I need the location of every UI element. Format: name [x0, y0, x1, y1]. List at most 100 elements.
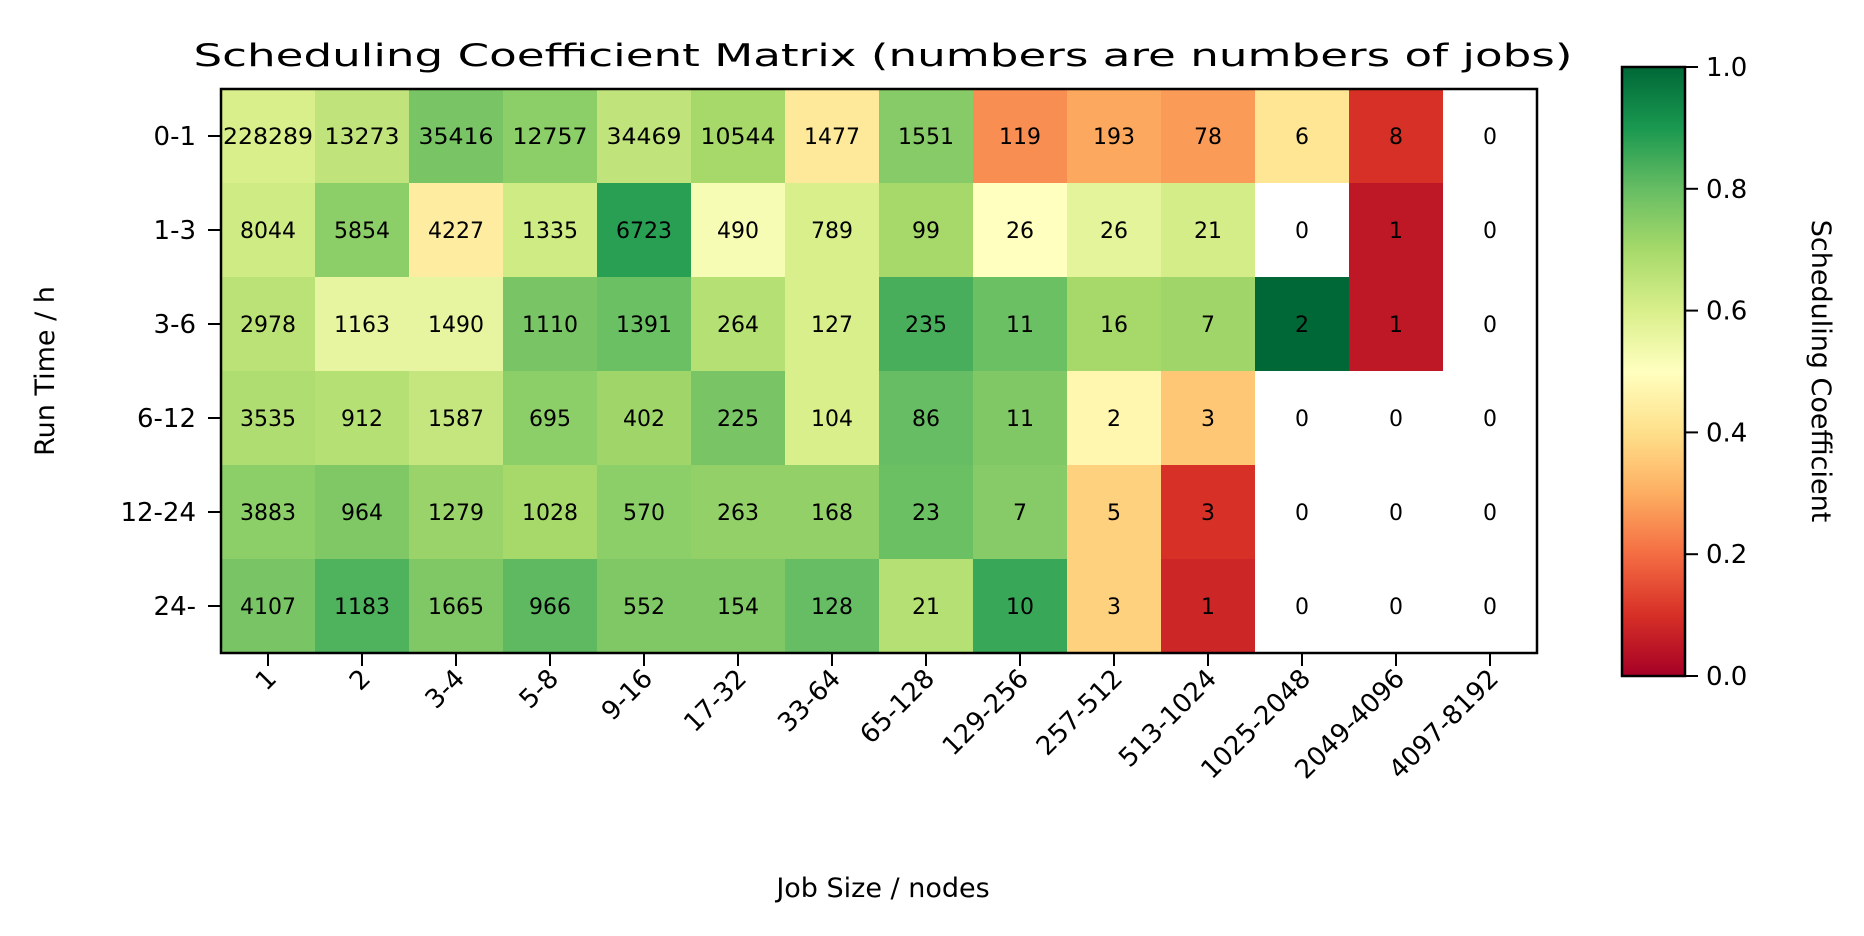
cell-count-label: 264: [717, 313, 759, 338]
heatmap-cell: [1443, 277, 1538, 372]
colorbar-label: Scheduling Coefficient: [1805, 220, 1836, 523]
heatmap-cell: [315, 183, 410, 278]
cell-count-label: 0: [1295, 501, 1309, 526]
colorbar-tick-label: 0.2: [1706, 540, 1747, 570]
cell-count-label: 86: [912, 407, 940, 432]
cell-count-label: 12757: [513, 125, 588, 150]
heatmap-cell: [879, 277, 974, 372]
heatmap-cell: [691, 465, 786, 560]
heatmap-cell: [1161, 371, 1256, 466]
cell-count-label: 695: [529, 407, 571, 432]
cell-count-label: 78: [1194, 125, 1222, 150]
cell-count-label: 7: [1201, 313, 1215, 338]
heatmap-cell: [503, 89, 598, 184]
heatmap-cell: [973, 89, 1068, 184]
cell-count-label: 127: [811, 313, 853, 338]
cell-count-label: 5: [1107, 501, 1121, 526]
heatmap-cell: [409, 183, 504, 278]
y-tick-label: 24-: [154, 592, 196, 622]
heatmap-cell: [409, 559, 504, 654]
cell-count-label: 119: [999, 125, 1041, 150]
heatmap-cell: [409, 465, 504, 560]
heatmap-cell: [1443, 371, 1538, 466]
heatmap-cell: [409, 371, 504, 466]
cell-count-label: 1391: [616, 313, 672, 338]
cell-count-label: 0: [1483, 407, 1497, 432]
cell-count-label: 0: [1483, 595, 1497, 620]
cell-count-label: 7: [1013, 501, 1027, 526]
heatmap-cell: [1067, 465, 1162, 560]
x-tick-label: 17-32: [678, 664, 753, 739]
heatmap-cell: [973, 277, 1068, 372]
heatmap-cell: [597, 559, 692, 654]
heatmap-cell: [221, 465, 316, 560]
heatmap-cell: [785, 89, 880, 184]
heatmap-cell: [1067, 559, 1162, 654]
cell-count-label: 26: [1006, 219, 1034, 244]
heatmap-cell: [1255, 465, 1350, 560]
heatmap-cell: [1443, 89, 1538, 184]
cell-count-label: 1665: [428, 595, 484, 620]
cell-count-label: 10: [1006, 595, 1034, 620]
heatmap-cell: [315, 371, 410, 466]
heatmap-cell: [597, 465, 692, 560]
cell-count-label: 0: [1389, 407, 1403, 432]
cell-count-label: 263: [717, 501, 759, 526]
heatmap-cell: [785, 559, 880, 654]
cell-count-label: 1028: [522, 501, 578, 526]
heatmap-cell: [973, 465, 1068, 560]
cell-count-label: 3: [1201, 501, 1215, 526]
cell-count-label: 1587: [428, 407, 484, 432]
cell-count-label: 0: [1389, 501, 1403, 526]
heatmap-cell: [1255, 183, 1350, 278]
colorbar-tick-label: 0.4: [1706, 418, 1747, 448]
heatmap-cell: [1161, 183, 1256, 278]
cell-count-label: 6: [1295, 125, 1309, 150]
heatmap-cell: [1349, 559, 1444, 654]
cell-count-label: 2: [1295, 313, 1309, 338]
heatmap-cell: [1067, 183, 1162, 278]
chart-title: Scheduling Coefficient Matrix (numbers a…: [194, 38, 1573, 74]
cell-count-label: 966: [529, 595, 571, 620]
heatmap-cell: [1349, 277, 1444, 372]
cell-count-label: 235: [905, 313, 947, 338]
heatmap-cell: [597, 183, 692, 278]
heatmap-cell: [597, 277, 692, 372]
heatmap-cell: [503, 559, 598, 654]
cell-count-label: 225: [717, 407, 759, 432]
y-tick-label: 6-12: [137, 404, 196, 434]
heatmap-cell: [1255, 371, 1350, 466]
cell-count-label: 23: [912, 501, 940, 526]
heatmap-cell: [879, 89, 974, 184]
colorbar-tick-label: 1.0: [1706, 53, 1747, 83]
cell-count-label: 402: [623, 407, 665, 432]
heatmap-cell: [1161, 89, 1256, 184]
heatmap-cell: [503, 183, 598, 278]
cell-count-label: 104: [811, 407, 853, 432]
cell-count-label: 35416: [419, 125, 494, 150]
heatmap-cell: [785, 277, 880, 372]
cell-count-label: 11: [1006, 313, 1034, 338]
heatmap-cell: [879, 465, 974, 560]
heatmap-cell: [221, 89, 316, 184]
colorbar: 0.0 0.2 0.4 0.6 0.8 1.0 Scheduling Coefficien…: [1620, 53, 1836, 692]
colorbar-ticks: 0.0 0.2 0.4 0.6 0.8 1.0: [1685, 53, 1747, 692]
cell-count-label: 16: [1100, 313, 1128, 338]
x-axis-label: Job Size / nodes: [774, 873, 989, 904]
heatmap-cell: [1255, 277, 1350, 372]
cell-count-label: 6723: [616, 219, 672, 244]
cell-count-label: 99: [912, 219, 940, 244]
heatmap-cell: [409, 89, 504, 184]
heatmap-cell: [691, 183, 786, 278]
cell-count-label: 1: [1389, 219, 1403, 244]
cell-count-label: 3: [1107, 595, 1121, 620]
heatmap-cell: [1255, 89, 1350, 184]
y-tick-label: 0-1: [154, 122, 196, 152]
cell-count-label: 11: [1006, 407, 1034, 432]
y-tick-label: 12-24: [120, 498, 196, 528]
heatmap-cell: [785, 371, 880, 466]
cell-count-label: 128: [811, 595, 853, 620]
cell-count-label: 154: [717, 595, 759, 620]
x-tick-label: 1: [250, 664, 283, 697]
